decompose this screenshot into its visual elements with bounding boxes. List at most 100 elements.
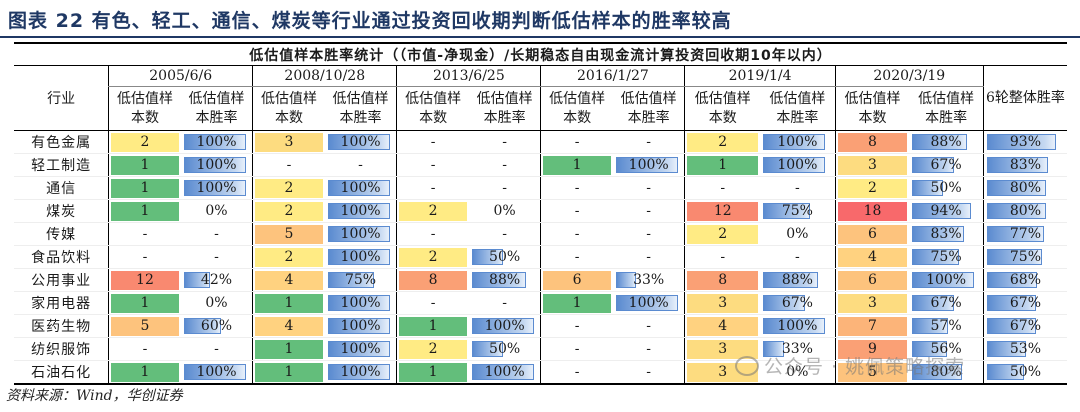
sample-count-cell: 1 (540, 153, 613, 177)
period-header: 2016/1/27 (540, 65, 685, 87)
win-rate-cell: 50% (468, 245, 541, 269)
win-rate: 100% (196, 157, 237, 173)
win-rate-cell: 100% (324, 337, 397, 361)
win-rate-cell: 100% (180, 153, 253, 177)
overall-rate: 77% (1009, 226, 1041, 242)
sample-count: 8 (687, 270, 759, 290)
sample-count-cell: 6 (540, 268, 613, 292)
win-rate-cell: 88% (760, 268, 836, 292)
win-rate-bar (327, 203, 390, 219)
industry-header: 行业 (14, 65, 109, 131)
win-rate-cell: - (612, 130, 685, 154)
win-rate-bar (912, 295, 954, 311)
sample-count-cell: 4 (834, 245, 910, 269)
sample-count-cell: 1 (252, 360, 325, 385)
rate-header: 低估值样本胜率 (612, 86, 685, 131)
win-rate: 88% (781, 272, 813, 288)
sample-count: 2 (255, 247, 323, 267)
sample-count: 2 (399, 339, 467, 359)
overall-rate-bar (986, 226, 1044, 242)
industry-name: 有色金属 (14, 130, 109, 154)
win-rate: 0% (786, 364, 809, 380)
sample-count: 1 (111, 178, 179, 198)
count-header: 低估值样本数 (540, 86, 613, 131)
sample-count-cell: 8 (684, 268, 761, 292)
sample-count: 1 (543, 293, 611, 313)
sample-count-cell: 5 (834, 360, 910, 385)
win-rate-bar (912, 364, 962, 380)
win-rate: - (214, 249, 219, 265)
win-rate: 100% (484, 318, 525, 334)
sample-count-cell: 1 (108, 360, 181, 385)
sample-count: - (430, 294, 436, 311)
sample-count: 4 (255, 270, 323, 290)
sample-count: - (142, 248, 148, 265)
win-rate: 50% (489, 341, 521, 357)
overall-rate: 67% (1009, 295, 1041, 311)
sample-count-cell: 3 (834, 291, 910, 315)
sample-count-cell: - (396, 176, 469, 200)
table-row: 食品饮料 - - 2 100% 2 50% - - - - 4 75% 75% (14, 245, 1067, 269)
table-row: 传媒 - - 5 100% - - - - 2 0% 6 83% 77% (14, 222, 1067, 246)
win-rate: 88% (930, 134, 962, 150)
win-rate-bar (327, 318, 390, 334)
sample-count: 5 (837, 362, 908, 382)
sample-count: 1 (111, 293, 179, 313)
source-note: 资料来源：Wind，华创证券 (6, 388, 183, 404)
sample-count: 2 (255, 201, 323, 221)
sample-count: 3 (837, 293, 908, 313)
table-row: 家用电器 1 0% 1 100% - -1 100% 3 67% 3 67% 67% (14, 291, 1067, 315)
win-rate: 33% (781, 341, 813, 357)
sample-count: - (574, 179, 580, 196)
win-rate-cell: - (612, 222, 685, 246)
sample-count-cell: 1 (108, 153, 181, 177)
win-rate: 100% (926, 272, 967, 288)
win-rate: - (646, 364, 652, 380)
win-rate-cell: - (760, 245, 836, 269)
win-rate-cell: - (180, 337, 253, 361)
watermark: 公众号 · 姚佩策略探索 (735, 352, 965, 379)
industry-name: 煤炭 (14, 199, 109, 223)
overall-header: 6轮整体胜率 (982, 65, 1067, 131)
count-header: 低估值样本数 (396, 86, 469, 131)
rate-header: 低估值样本胜率 (909, 86, 984, 131)
sample-count-cell: 2 (396, 245, 469, 269)
sample-count-cell: 12 (108, 268, 181, 292)
win-rate-cell: - (760, 176, 836, 200)
win-rate-cell: 60% (180, 314, 253, 338)
industry-name: 家用电器 (14, 291, 109, 315)
sample-count-cell: 1 (252, 337, 325, 361)
win-rate-cell: - (180, 245, 253, 269)
sample-count: 5 (255, 224, 323, 244)
win-rate-cell: 100% (760, 314, 836, 338)
rate-header: 低估值样本胜率 (760, 86, 836, 131)
chart-title: 图表 22 有色、轻工、通信、煤炭等行业通过投资回收期判断低估样本的胜率较高 (8, 10, 732, 32)
win-rate: 83% (930, 226, 962, 242)
win-rate-bar (327, 180, 390, 196)
win-rate-bar (183, 272, 210, 288)
win-rate-bar (327, 341, 390, 357)
win-rate: 0% (786, 226, 809, 242)
overall-rate-bar (986, 180, 1047, 196)
win-rate-cell: 75% (909, 245, 984, 269)
overall-rate-bar (986, 134, 1056, 150)
sample-count: 12 (111, 270, 179, 290)
win-rate: 75% (344, 272, 377, 288)
win-rate-bar (912, 226, 964, 242)
win-rate: 100% (196, 134, 237, 150)
sample-count: - (142, 225, 148, 242)
overall-rate-cell: 53% (982, 337, 1067, 361)
win-rate: 100% (777, 318, 818, 334)
industry-name: 公用事业 (14, 268, 109, 292)
industry-name: 传媒 (14, 222, 109, 246)
overall-rate-bar (986, 364, 1024, 380)
sample-count-cell: 2 (684, 222, 761, 246)
win-rate-bar (183, 157, 246, 173)
win-rate-cell: - (324, 153, 397, 177)
win-rate: 94% (930, 203, 962, 219)
sample-count: - (574, 317, 580, 334)
win-rate: 80% (930, 364, 962, 380)
sample-count: - (574, 363, 580, 380)
win-rate-bar (327, 134, 390, 150)
overall-rate-bar (986, 318, 1037, 334)
